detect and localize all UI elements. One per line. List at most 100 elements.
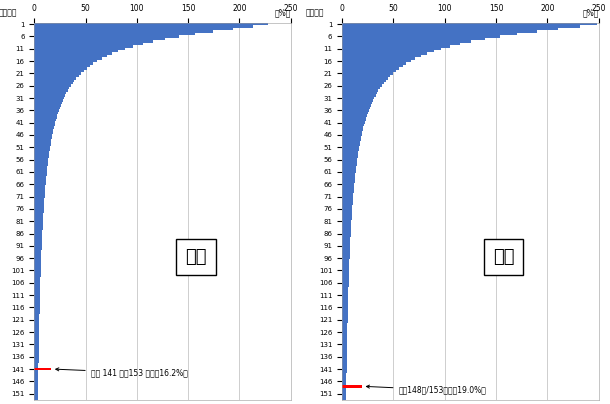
Bar <box>342 149 359 151</box>
Bar <box>342 75 390 77</box>
Bar <box>342 299 348 301</box>
Bar <box>342 244 350 247</box>
Bar <box>34 104 60 107</box>
Bar <box>342 284 348 286</box>
Bar <box>342 70 396 72</box>
Bar <box>34 25 253 28</box>
Bar <box>342 311 348 314</box>
Bar <box>34 227 43 230</box>
Bar <box>342 351 347 353</box>
Bar <box>342 237 351 240</box>
Bar <box>342 383 346 385</box>
Bar <box>342 358 346 360</box>
Bar <box>34 375 38 378</box>
Text: （%）: （%） <box>274 8 291 17</box>
Bar <box>34 131 53 134</box>
Bar <box>34 230 43 232</box>
Bar <box>342 77 388 80</box>
Bar <box>342 306 348 309</box>
Bar <box>342 304 348 306</box>
Bar <box>34 257 41 259</box>
Bar <box>34 274 41 277</box>
Bar <box>342 60 411 62</box>
Bar <box>34 190 45 193</box>
Bar <box>34 223 43 225</box>
Bar <box>34 225 43 227</box>
Bar <box>34 306 40 309</box>
Bar <box>342 139 361 141</box>
Bar <box>34 297 40 299</box>
Bar <box>34 333 39 336</box>
Bar <box>342 33 517 35</box>
Bar <box>34 141 51 143</box>
Bar <box>34 50 118 53</box>
Bar <box>34 235 42 237</box>
Bar <box>34 213 43 215</box>
Bar <box>342 104 371 107</box>
Bar <box>34 122 55 124</box>
Bar <box>342 363 346 365</box>
Bar <box>34 291 40 294</box>
Bar <box>342 250 350 252</box>
Bar <box>34 267 41 269</box>
Bar <box>34 284 40 286</box>
Bar <box>34 60 98 62</box>
Bar <box>34 205 44 208</box>
Bar <box>342 264 350 267</box>
Bar <box>342 227 351 230</box>
Bar <box>34 311 40 314</box>
Bar <box>342 72 393 75</box>
Bar <box>342 176 355 178</box>
Bar <box>34 237 42 240</box>
Bar <box>342 57 415 60</box>
Bar <box>342 343 347 346</box>
Bar <box>34 57 102 60</box>
Bar <box>342 131 362 134</box>
Bar <box>34 183 46 185</box>
Bar <box>342 230 351 232</box>
Bar <box>342 200 353 203</box>
Bar <box>342 252 350 255</box>
Bar <box>34 82 73 84</box>
Bar <box>34 124 54 126</box>
Bar <box>342 398 346 400</box>
Bar <box>342 53 427 55</box>
Bar <box>34 107 60 109</box>
Bar <box>342 321 348 324</box>
Bar <box>34 203 44 205</box>
Bar <box>342 213 352 215</box>
Bar <box>34 338 39 341</box>
Bar <box>342 141 360 143</box>
Bar <box>342 282 349 284</box>
Bar <box>34 395 38 398</box>
Bar <box>34 259 41 262</box>
Bar <box>34 65 90 67</box>
Bar <box>342 390 346 392</box>
Bar <box>342 65 403 67</box>
Bar <box>342 380 346 383</box>
Bar <box>34 139 51 141</box>
Bar <box>342 185 354 188</box>
Bar <box>34 282 40 284</box>
Bar <box>342 277 349 279</box>
Bar <box>342 126 364 129</box>
Bar <box>34 176 46 178</box>
Bar <box>34 109 59 112</box>
Bar <box>342 217 351 220</box>
Bar <box>342 190 354 193</box>
Bar <box>34 154 49 156</box>
Bar <box>342 114 367 116</box>
Bar <box>342 301 348 304</box>
Bar <box>34 331 39 333</box>
Bar <box>34 365 38 368</box>
Bar <box>342 272 349 274</box>
Bar <box>34 304 40 306</box>
Bar <box>34 28 233 30</box>
Bar <box>34 92 66 95</box>
Bar <box>34 70 84 72</box>
Bar <box>342 255 350 257</box>
Bar <box>342 151 359 154</box>
Bar <box>342 210 352 213</box>
Bar <box>342 203 353 205</box>
Bar <box>342 328 347 331</box>
